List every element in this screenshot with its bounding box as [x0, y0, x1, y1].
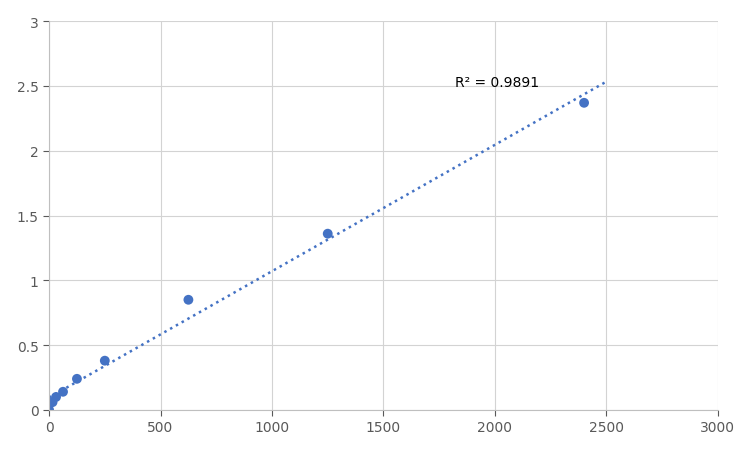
Text: R² = 0.9891: R² = 0.9891 — [455, 76, 539, 90]
Point — [322, 230, 334, 238]
Point — [99, 357, 111, 364]
Point — [47, 399, 59, 406]
Point — [183, 296, 195, 304]
Point — [578, 100, 590, 107]
Point — [50, 393, 62, 400]
Point — [71, 375, 83, 382]
Point — [57, 388, 69, 396]
Point — [43, 406, 55, 414]
